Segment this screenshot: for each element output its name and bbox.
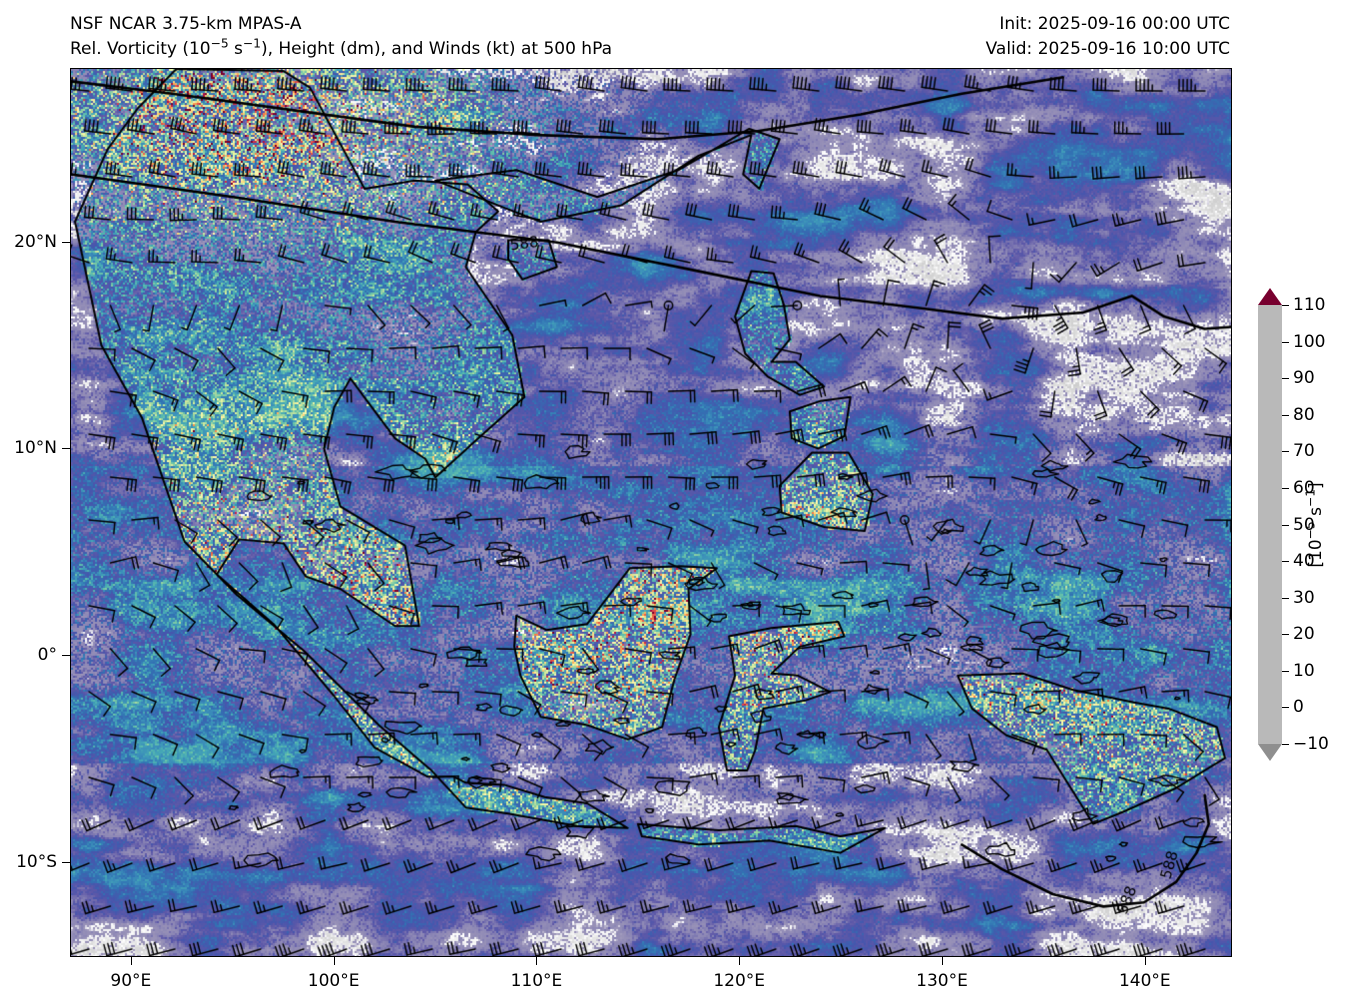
colorbar-title-post: ]	[1306, 482, 1326, 490]
colorbar-gradient	[1258, 305, 1282, 744]
x-tick-mark	[1144, 957, 1146, 965]
colorbar-title-exp1: −5	[1303, 521, 1318, 540]
y-tick-mark	[62, 241, 70, 243]
y-tick-mark	[62, 655, 70, 657]
x-axis-label: 90°E	[110, 971, 152, 991]
colorbar-title-pre: [10	[1306, 539, 1326, 568]
metadata-block: Init: 2025-09-16 00:00 UTC Valid: 2025-0…	[986, 12, 1230, 61]
field-title-pre: Rel. Vorticity (10	[70, 38, 211, 59]
colorbar-tick-mark	[1282, 634, 1289, 636]
x-tick-mark	[130, 957, 132, 965]
y-axis-label: 20°N	[14, 231, 57, 252]
x-axis-label: 100°E	[307, 971, 360, 991]
colorbar-under-arrow	[1258, 744, 1282, 761]
colorbar-tick-mark	[1282, 378, 1289, 380]
field-title-mid: s	[228, 38, 243, 59]
colorbar-tick-label: 40	[1293, 551, 1315, 572]
colorbar-body	[1258, 305, 1282, 744]
x-axis-label: 130°E	[916, 971, 968, 991]
colorbar-tick-mark	[1282, 341, 1289, 343]
field-title-exp1: −5	[210, 35, 229, 50]
model-title: NSF NCAR 3.75-km MPAS-A	[70, 14, 302, 34]
y-tick-mark	[62, 448, 70, 450]
colorbar-title-exp2: −1	[1303, 489, 1318, 508]
colorbar-tick-mark	[1282, 670, 1289, 672]
colorbar-tick-mark	[1282, 744, 1289, 745]
colorbar-over-arrow	[1258, 288, 1282, 305]
colorbar-tick-mark	[1282, 305, 1289, 306]
field-title: Rel. Vorticity (10−5 s−1), Height (dm), …	[70, 37, 612, 62]
y-axis-label: 0°	[37, 645, 57, 666]
colorbar-tick-label: 60	[1293, 477, 1315, 498]
colorbar-tick-label: 20	[1293, 624, 1315, 645]
colorbar-tick-label: 50	[1293, 514, 1315, 535]
colorbar-tick-label: 0	[1293, 697, 1304, 718]
colorbar	[1255, 288, 1285, 761]
colorbar-tick-mark	[1282, 597, 1289, 599]
colorbar-tick-mark	[1282, 487, 1289, 489]
colorbar-title-mid: s	[1306, 507, 1326, 522]
colorbar-tick-mark	[1282, 414, 1289, 416]
y-tick-mark	[62, 861, 70, 863]
x-axis-label: 140°E	[1118, 971, 1171, 991]
colorbar-title: [10−5 s−1]	[1303, 482, 1326, 568]
field-title-post: ), Height (dm), and Winds (kt) at 500 hP…	[260, 38, 612, 59]
init-time-label: Init: 2025-09-16 00:00 UTC	[999, 14, 1230, 34]
y-axis-label: 10°N	[14, 438, 57, 459]
colorbar-tick-label: 100	[1293, 331, 1326, 352]
x-tick-mark	[536, 957, 538, 965]
colorbar-tick-label: 80	[1293, 404, 1315, 425]
y-axis-label: 10°S	[16, 851, 57, 872]
colorbar-tick-label: 30	[1293, 587, 1315, 608]
colorbar-tick-mark	[1282, 707, 1289, 709]
colorbar-tick-label: −10	[1293, 734, 1329, 754]
title-block: NSF NCAR 3.75-km MPAS-A Rel. Vorticity (…	[70, 12, 612, 61]
x-axis-label: 110°E	[510, 971, 563, 991]
colorbar-tick-mark	[1282, 524, 1289, 526]
colorbar-tick-label: 110	[1293, 295, 1326, 315]
x-tick-mark	[333, 957, 335, 965]
x-tick-mark	[739, 957, 741, 965]
colorbar-tick-label: 70	[1293, 441, 1315, 462]
field-title-exp2: −1	[242, 35, 261, 50]
vorticity-wind-map	[71, 69, 1231, 956]
map-plot-area	[70, 68, 1232, 957]
colorbar-tick-mark	[1282, 451, 1289, 453]
x-axis-label: 120°E	[713, 971, 766, 991]
x-tick-mark	[942, 957, 943, 965]
colorbar-tick-label: 10	[1293, 660, 1315, 681]
colorbar-tick-mark	[1282, 561, 1289, 563]
valid-time-label: Valid: 2025-09-16 10:00 UTC	[985, 38, 1230, 59]
colorbar-tick-label: 90	[1293, 368, 1315, 389]
